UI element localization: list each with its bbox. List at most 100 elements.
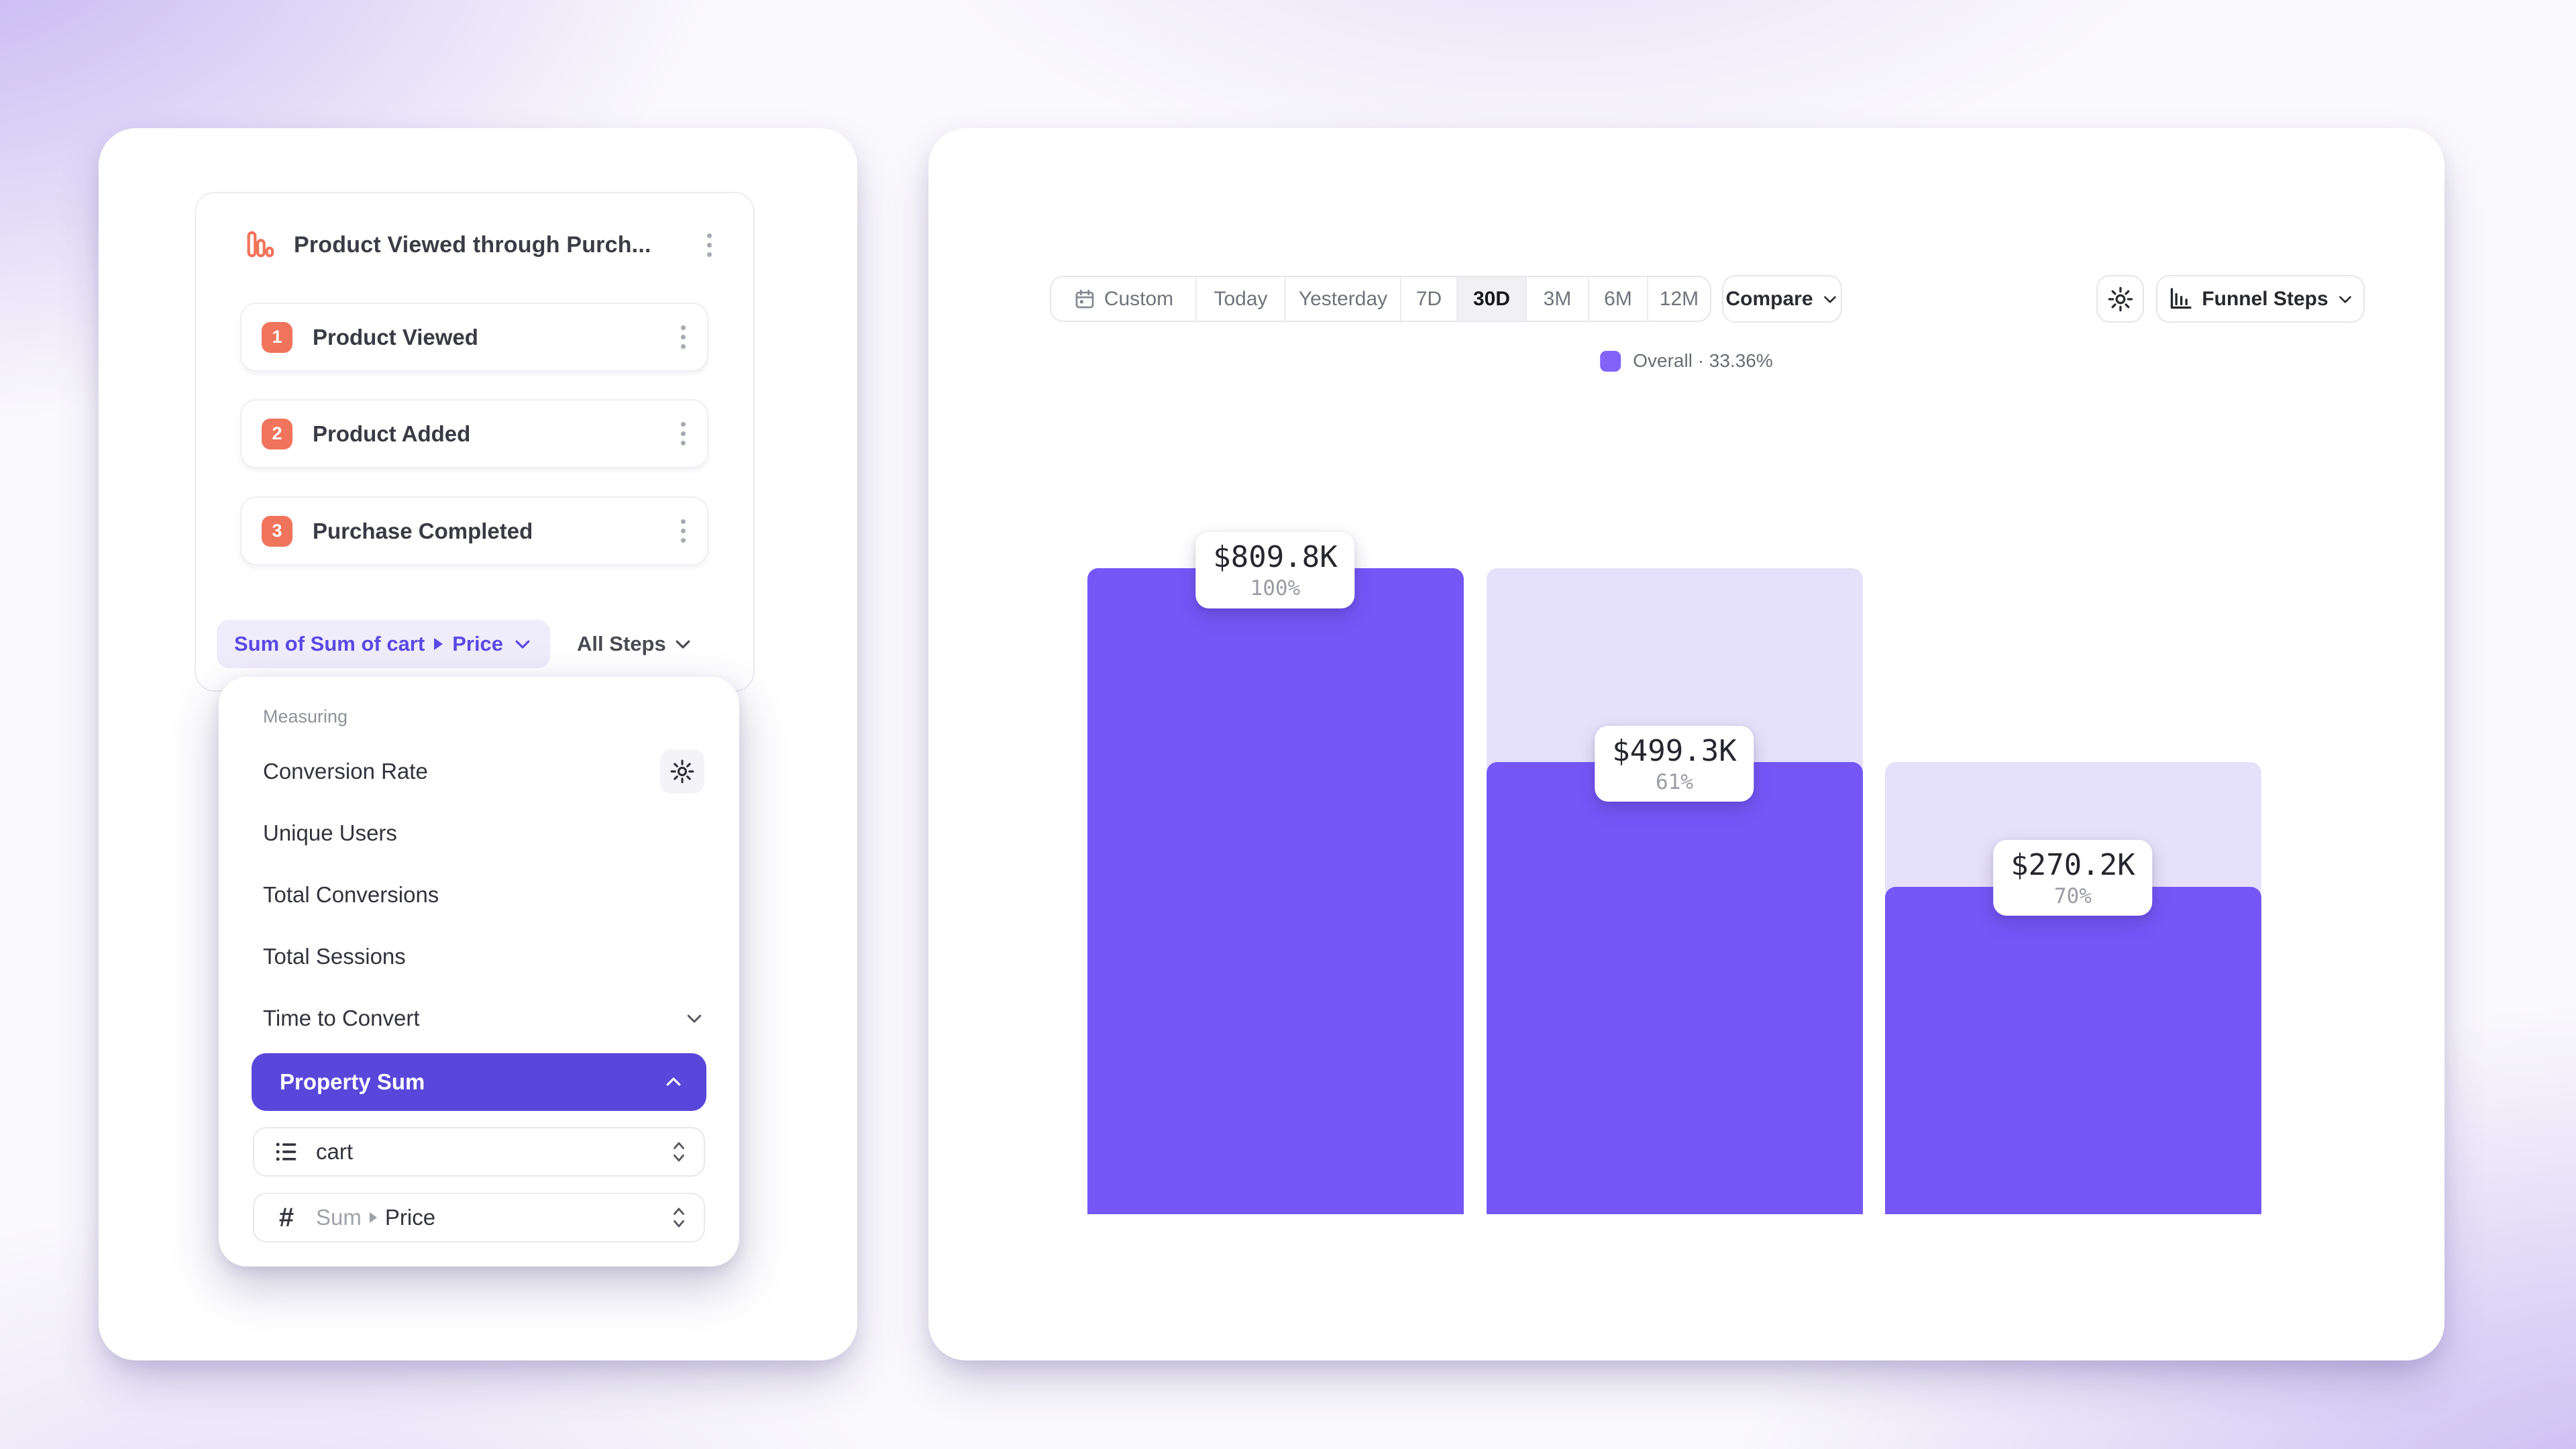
bar-solid-segment[interactable] — [1885, 886, 2261, 1214]
menu-item-label: Unique Users — [263, 820, 397, 845]
menu-item-label: Time to Convert — [263, 1006, 420, 1030]
aggregation-select-field[interactable]: # Sum Price — [253, 1193, 705, 1242]
bar-percent: 61% — [1656, 769, 1693, 794]
funnel-steps-icon — [2171, 287, 2192, 309]
chart-toolbar: Custom Today Yesterday 7D 30D 3M 6M 12M … — [928, 275, 2445, 323]
funnel-step-row-2[interactable]: 2 Product Added — [240, 399, 708, 468]
bar-value-tooltip: $809.8K 100% — [1195, 532, 1355, 608]
chart-type-dropdown[interactable]: Funnel Steps — [2156, 275, 2365, 323]
funnel-chart: $809.8K 100% $499.3K 61% $270.2K 70% — [928, 128, 2445, 1360]
range-12m[interactable]: 12M — [1647, 277, 1710, 321]
funnel-bar-step-1: $809.8K 100% — [928, 128, 2445, 1360]
menu-item-label: Total Sessions — [263, 944, 406, 969]
measuring-dropdown-menu: Measuring Conversion Rate Unique Users T… — [219, 677, 739, 1267]
legend-swatch — [1600, 350, 1621, 372]
measurement-prefix: Sum of Sum of cart — [234, 632, 425, 655]
range-label: 3M — [1543, 287, 1572, 310]
range-label: Yesterday — [1298, 287, 1388, 310]
chevron-up-icon — [666, 1077, 681, 1086]
chart-card: Custom Today Yesterday 7D 30D 3M 6M 12M … — [928, 128, 2445, 1360]
menu-item-label: Total Conversions — [263, 882, 439, 907]
chart-legend: Overall · 33.36% — [1600, 350, 1773, 372]
menu-item-total-conversions[interactable]: Total Conversions — [219, 864, 739, 926]
range-custom[interactable]: Custom — [1051, 277, 1195, 321]
funnel-bar-step-2: $499.3K 61% — [928, 128, 2445, 1360]
range-7d[interactable]: 7D — [1400, 277, 1456, 321]
list-icon — [272, 1138, 301, 1165]
all-steps-label: All Steps — [577, 632, 666, 655]
chart-settings-button[interactable] — [2096, 275, 2144, 323]
property-field-value: cart — [316, 1139, 354, 1164]
property-arrow-icon — [369, 1212, 377, 1223]
step-label: Purchase Completed — [313, 518, 533, 543]
funnel-definition-panel: Product Viewed through Purch... 1 Produc… — [195, 192, 755, 692]
step-number-badge: 2 — [262, 418, 292, 449]
funnel-kebab-menu-button[interactable] — [698, 227, 721, 264]
aggregation-property: Price — [384, 1205, 436, 1230]
conversion-rate-settings-button[interactable] — [660, 749, 704, 794]
bar-value-tooltip: $270.2K 70% — [1993, 839, 2153, 916]
bar-value: $499.3K — [1612, 733, 1737, 768]
gear-icon — [670, 759, 694, 784]
range-label: 30D — [1472, 287, 1511, 310]
range-label: 7D — [1415, 287, 1442, 310]
property-select-field[interactable]: cart — [253, 1127, 705, 1177]
menu-item-property-sum-selected[interactable]: Property Sum — [252, 1053, 706, 1111]
select-stepper-icon — [674, 1142, 684, 1162]
funnel-title: Product Viewed through Purch... — [294, 231, 651, 258]
menu-item-conversion-rate[interactable]: Conversion Rate — [219, 741, 739, 802]
menu-section-label: Measuring — [263, 706, 348, 727]
range-yesterday[interactable]: Yesterday — [1285, 277, 1400, 321]
chevron-down-icon — [676, 640, 690, 649]
chart-type-label: Funnel Steps — [2202, 287, 2328, 310]
bar-solid-segment[interactable] — [1487, 761, 1863, 1214]
aggregation-prefix: Sum — [316, 1205, 362, 1230]
calendar-icon — [1075, 289, 1094, 308]
range-label: Today — [1214, 287, 1268, 310]
step-kebab-menu-button[interactable] — [672, 513, 695, 549]
funnel-bar-step-3: $270.2K 70% — [928, 128, 2445, 1360]
step-label: Product Added — [313, 421, 471, 446]
bar-percent: 70% — [2054, 883, 2092, 908]
property-arrow-icon — [434, 638, 443, 650]
menu-item-total-sessions[interactable]: Total Sessions — [219, 926, 739, 987]
bar-value: $809.8K — [1213, 540, 1338, 574]
range-label: 12M — [1659, 287, 1699, 310]
funnel-header: Product Viewed through Purch... — [244, 219, 721, 271]
all-steps-dropdown[interactable]: All Steps — [577, 632, 693, 656]
menu-item-label: Property Sum — [280, 1069, 425, 1094]
bar-solid-segment[interactable] — [1087, 568, 1464, 1214]
chevron-down-icon — [687, 1014, 702, 1023]
compare-label: Compare — [1725, 287, 1813, 310]
range-label: 6M — [1604, 287, 1632, 310]
menu-item-label: Conversion Rate — [263, 759, 428, 784]
range-today[interactable]: Today — [1195, 277, 1285, 321]
measurement-property: Price — [452, 632, 504, 655]
funnel-footer: Sum of Sum of cart Price All Steps — [217, 620, 733, 668]
bar-percent: 100% — [1250, 576, 1301, 600]
legend-label: Overall · 33.36% — [1633, 350, 1773, 371]
range-30d-selected[interactable]: 30D — [1456, 277, 1525, 321]
step-number-badge: 1 — [262, 321, 292, 353]
compare-button[interactable]: Compare — [1722, 275, 1842, 323]
range-label: Custom — [1104, 287, 1174, 310]
step-kebab-menu-button[interactable] — [672, 415, 695, 452]
range-3m[interactable]: 3M — [1525, 277, 1588, 321]
funnel-chart-icon — [247, 231, 274, 258]
chevron-down-icon — [515, 640, 530, 649]
funnel-builder-card: Product Viewed through Purch... 1 Produc… — [99, 128, 857, 1360]
chevron-down-icon — [2339, 295, 2351, 303]
menu-item-time-to-convert[interactable]: Time to Convert — [219, 987, 739, 1049]
funnel-step-row-3[interactable]: 3 Purchase Completed — [240, 496, 708, 566]
range-6m[interactable]: 6M — [1588, 277, 1647, 321]
menu-item-unique-users[interactable]: Unique Users — [219, 802, 739, 864]
select-stepper-icon — [674, 1208, 684, 1228]
measurement-pill-dropdown[interactable]: Sum of Sum of cart Price — [217, 620, 551, 668]
date-range-segmented-control: Custom Today Yesterday 7D 30D 3M 6M 12M — [1050, 276, 1711, 322]
step-kebab-menu-button[interactable] — [672, 319, 695, 356]
step-number-badge: 3 — [262, 515, 292, 547]
funnel-step-row-1[interactable]: 1 Product Viewed — [240, 303, 708, 372]
gear-icon — [2108, 286, 2133, 311]
bar-value-tooltip: $499.3K 61% — [1595, 725, 1754, 802]
chevron-down-icon — [1823, 295, 1836, 303]
